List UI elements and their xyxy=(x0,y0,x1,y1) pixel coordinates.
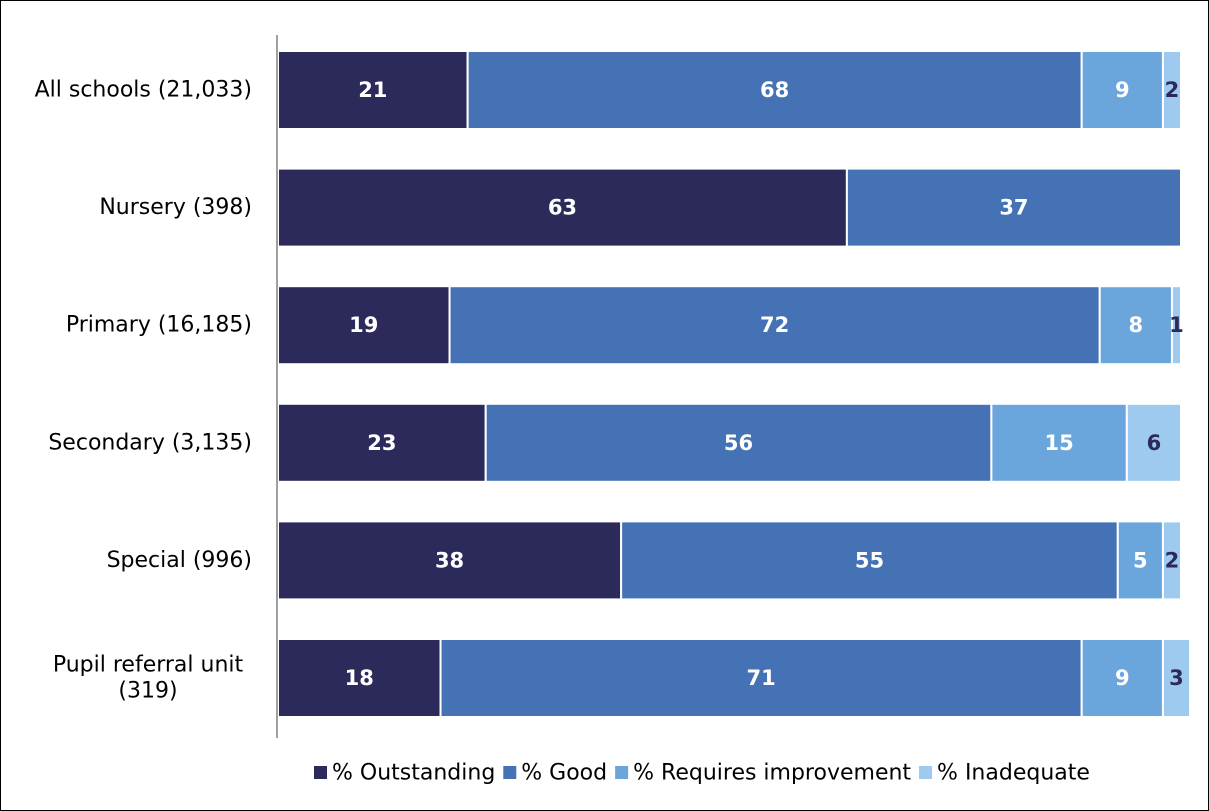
data-label: 21 xyxy=(358,78,387,102)
bar-segment xyxy=(277,50,469,130)
data-label: 37 xyxy=(999,196,1028,220)
data-label: 19 xyxy=(349,313,378,337)
data-label: 38 xyxy=(435,548,464,572)
bar-segment xyxy=(484,402,993,483)
data-label: 68 xyxy=(760,78,789,102)
bar-segment xyxy=(1125,402,1182,483)
category-label: (319) xyxy=(118,679,177,704)
bar-segment xyxy=(466,50,1083,130)
bar-segment xyxy=(439,638,1083,718)
data-label: 71 xyxy=(746,666,775,690)
bar-segment xyxy=(277,167,848,248)
data-label: 72 xyxy=(760,313,789,337)
data-label: 63 xyxy=(548,196,577,220)
data-label: 2 xyxy=(1165,78,1180,102)
legend-label: % Inadequate xyxy=(937,761,1090,786)
legend-label: % Requires improvement xyxy=(633,761,911,786)
bar-segment xyxy=(277,638,442,718)
category-label: Primary (16,185) xyxy=(66,313,252,338)
bar-segment xyxy=(1161,50,1182,130)
data-label: 1 xyxy=(1169,313,1184,337)
bar-segment xyxy=(1161,638,1192,718)
legend: % Outstanding % Good % Requires improvemen… xyxy=(314,761,1090,786)
data-label: 23 xyxy=(367,431,396,455)
legend-swatch xyxy=(503,766,517,779)
bar-segment xyxy=(620,520,1119,601)
category-label: Pupil referral unit xyxy=(53,653,244,678)
legend-swatch xyxy=(314,766,327,779)
bar-segment xyxy=(1161,520,1182,601)
data-label: 8 xyxy=(1129,313,1144,337)
data-label: 18 xyxy=(345,666,374,690)
bar-segment xyxy=(277,402,487,483)
bar-segment xyxy=(448,285,1101,366)
category-label: Special (996) xyxy=(107,548,252,573)
data-label: 55 xyxy=(855,548,884,572)
data-label: 15 xyxy=(1044,431,1073,455)
bar-segment xyxy=(277,285,451,366)
category-label: Secondary (3,135) xyxy=(48,430,252,455)
bar-segment xyxy=(1170,285,1182,366)
bar-segment xyxy=(990,402,1128,483)
legend-label: % Good xyxy=(521,761,607,786)
data-label: 9 xyxy=(1115,78,1130,102)
data-label: 5 xyxy=(1133,548,1148,572)
category-label: All schools (21,033) xyxy=(35,78,252,103)
data-label: 3 xyxy=(1169,666,1184,690)
category-label: Nursery (398) xyxy=(99,195,252,220)
legend-label: % Outstanding xyxy=(332,761,495,786)
data-label: 9 xyxy=(1115,666,1130,690)
data-label: 2 xyxy=(1165,548,1180,572)
bar-segment xyxy=(277,520,623,601)
legend-swatch xyxy=(615,766,629,779)
data-label: 56 xyxy=(724,431,753,455)
data-label: 6 xyxy=(1147,431,1162,455)
legend-swatch xyxy=(919,766,933,779)
bar-segment xyxy=(1098,285,1173,366)
bar-segment xyxy=(1080,638,1164,718)
category-labels: All schools (21,033) Nursery (398) Primary… xyxy=(35,78,252,704)
bar-segment xyxy=(845,167,1182,248)
